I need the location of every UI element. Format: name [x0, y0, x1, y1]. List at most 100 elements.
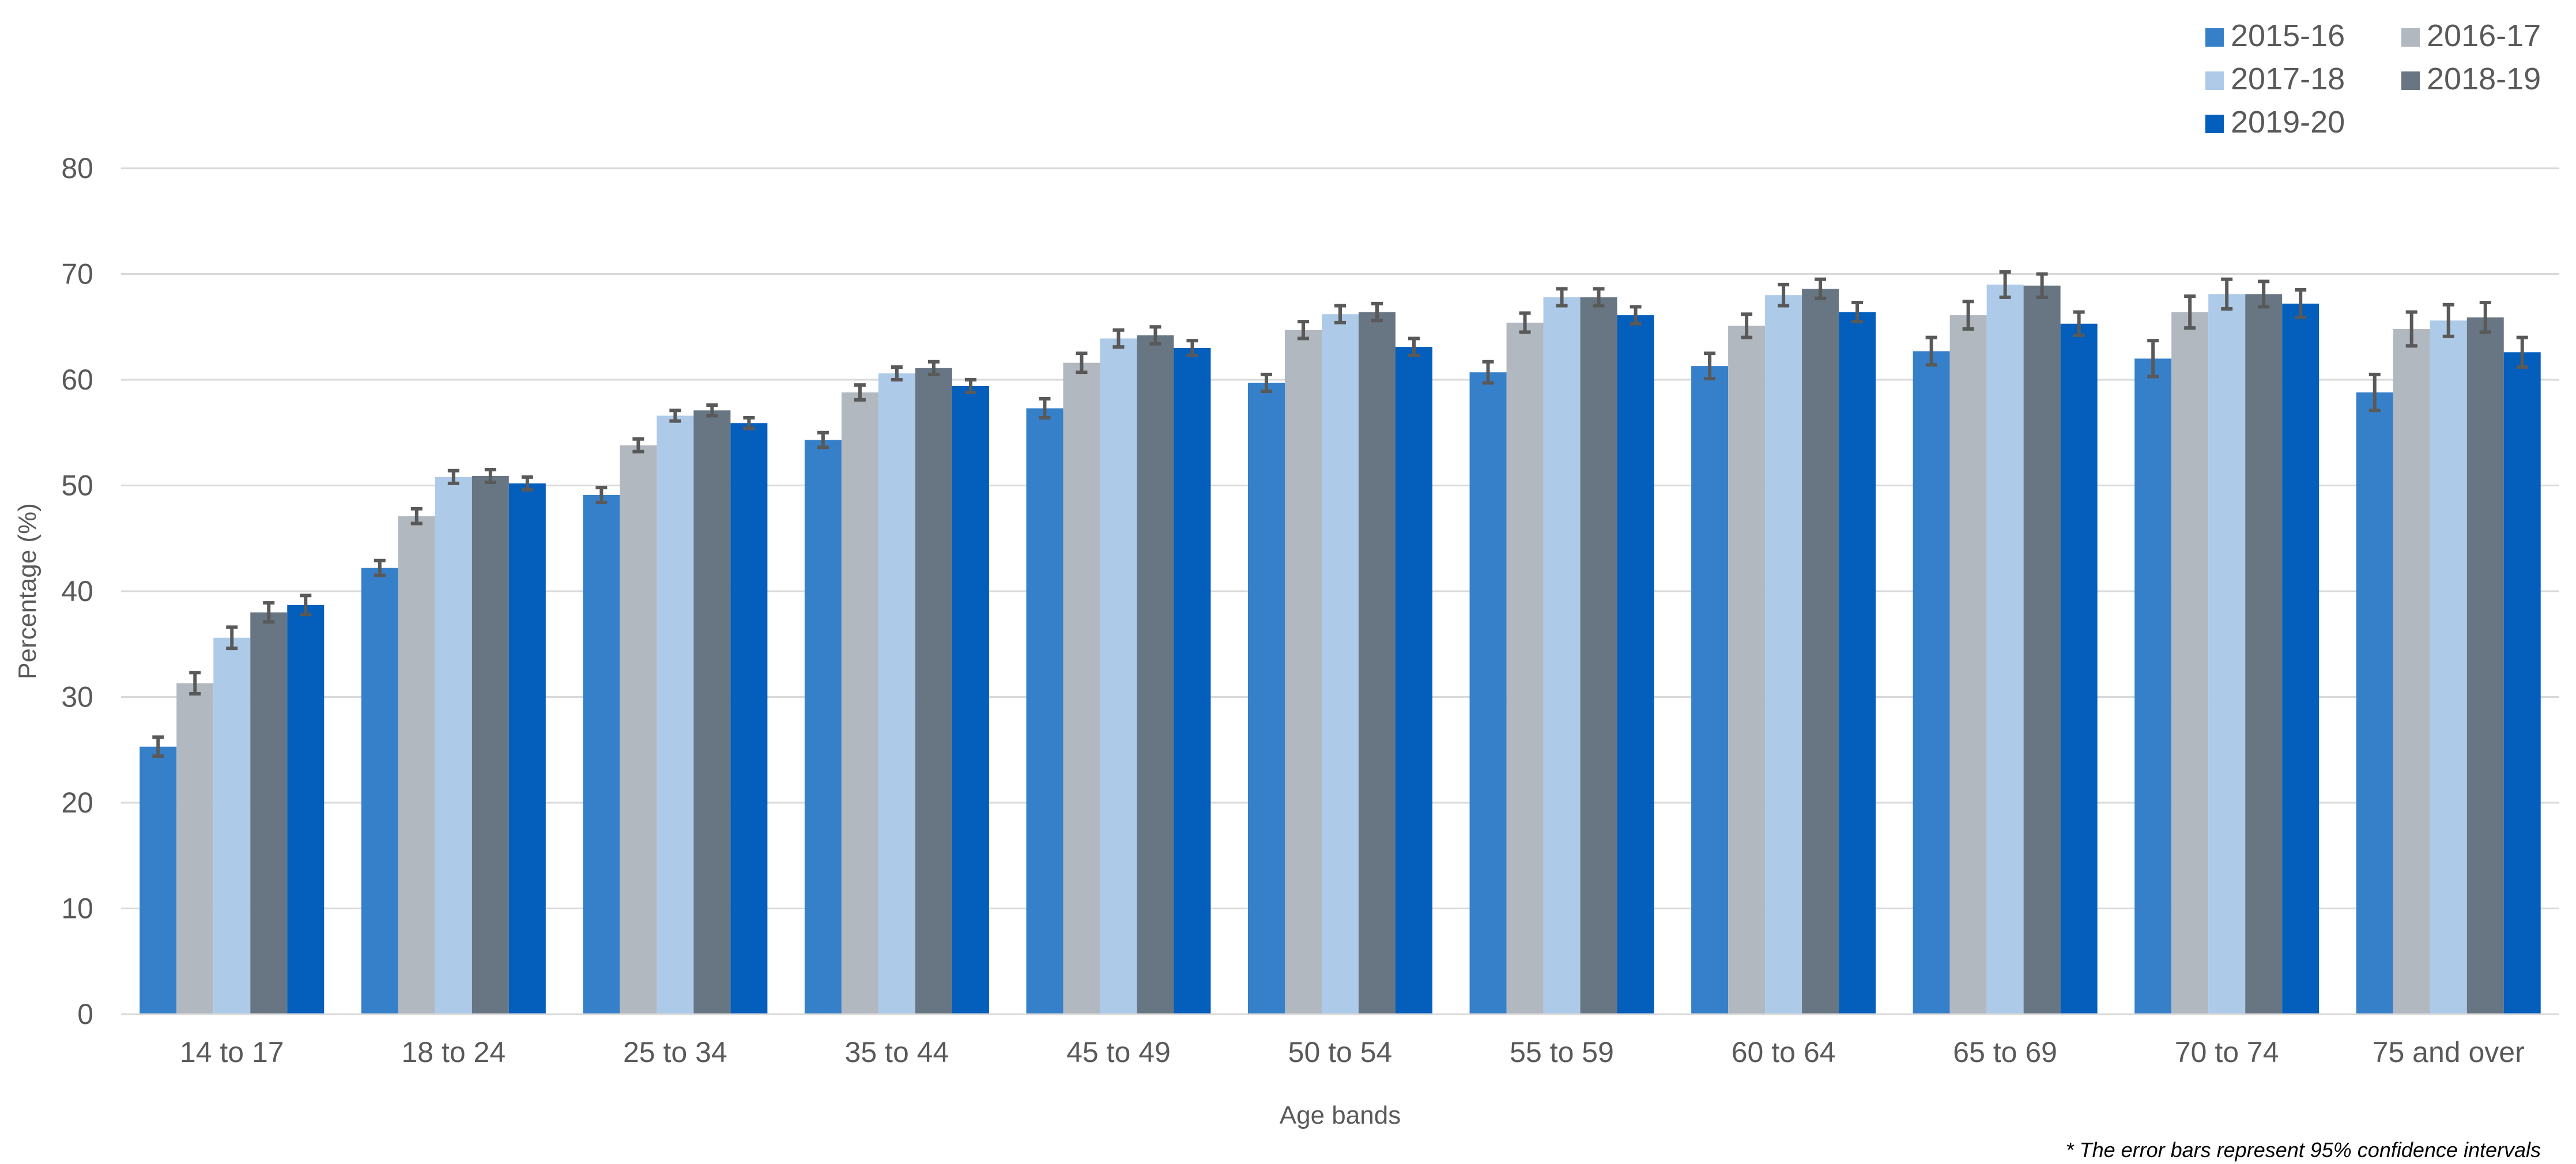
- legend-swatch: [2205, 71, 2224, 90]
- legend-swatch: [2401, 28, 2420, 47]
- error-bar: [521, 475, 533, 492]
- bar-2017-18-65-to-69: [1986, 284, 2024, 1015]
- error-bar: [2516, 335, 2528, 369]
- error-bar: [1076, 352, 1088, 375]
- legend-swatch: [2401, 71, 2420, 90]
- error-bar: [1186, 339, 1198, 357]
- bar-2015-16-35-to-44: [804, 440, 842, 1014]
- bar-2016-17-45-to-49: [1063, 362, 1100, 1014]
- bar-2015-16-45-to-49: [1026, 408, 1063, 1015]
- x-axis-title: Age bands: [1280, 1101, 1401, 1129]
- bar-2017-18-14-to-17: [213, 637, 251, 1014]
- error-bar: [263, 601, 275, 624]
- bar-2019-20-50-to-54: [1396, 347, 1432, 1014]
- bar-2015-16-75-and-over: [2356, 392, 2393, 1014]
- error-bar: [1741, 312, 1753, 339]
- error-bar: [2442, 303, 2454, 338]
- error-bar: [1519, 311, 1531, 334]
- error-bar: [2368, 372, 2381, 413]
- bar-2019-20-35-to-44: [952, 386, 989, 1014]
- error-bar: [1334, 304, 1346, 324]
- y-tick-label: 70: [61, 258, 93, 290]
- error-bar: [447, 468, 459, 485]
- bar-2018-19-60-to-64: [1802, 289, 1839, 1015]
- x-tick-label: 50 to 54: [1288, 1036, 1393, 1068]
- error-bar: [300, 594, 312, 617]
- y-tick-label: 80: [61, 152, 93, 184]
- error-bar: [2221, 277, 2233, 311]
- bar-2018-19-75-and-over: [2466, 317, 2504, 1014]
- error-bar: [1962, 300, 1974, 331]
- error-bar: [743, 416, 755, 430]
- bar-2015-16-65-to-69: [1913, 351, 1950, 1014]
- y-tick-label: 50: [61, 470, 93, 502]
- bar-2017-18-35-to-44: [878, 373, 915, 1014]
- y-tick-label: 10: [61, 893, 93, 925]
- error-bar: [1149, 325, 1161, 346]
- y-axis-ticks: 0 10 20 30 40 50 60 70 80: [61, 152, 93, 1030]
- bar-2016-17-70-to-74: [2171, 312, 2209, 1014]
- legend-label: 2019-20: [2231, 105, 2345, 139]
- error-bar: [2036, 272, 2048, 299]
- x-tick-label: 45 to 49: [1066, 1036, 1171, 1068]
- error-bar: [2258, 279, 2270, 309]
- error-bar: [1999, 270, 2011, 299]
- y-tick-label: 40: [61, 575, 93, 607]
- legend-swatch: [2205, 115, 2224, 133]
- x-tick-label: 35 to 44: [845, 1036, 949, 1068]
- legend-item-2018-19: 2018-19: [2401, 62, 2541, 96]
- bar-2016-17-14-to-17: [176, 683, 214, 1014]
- x-tick-label: 18 to 24: [401, 1036, 506, 1068]
- footnote: * The error bars represent 95% confidenc…: [2066, 1138, 2541, 1162]
- bar-2015-16-70-to-74: [2134, 358, 2172, 1014]
- bar-2019-20-18-to-24: [508, 483, 546, 1014]
- error-bars: [152, 270, 2528, 758]
- bar-2016-17-18-to-24: [398, 516, 435, 1014]
- bar-2019-20-60-to-64: [1839, 312, 1876, 1014]
- error-bar: [2295, 288, 2307, 319]
- x-tick-label: 75 and over: [2373, 1036, 2525, 1068]
- bar-2017-18-70-to-74: [2208, 294, 2246, 1014]
- bar-2017-18-45-to-49: [1100, 338, 1137, 1014]
- error-bar: [1482, 360, 1494, 385]
- bar-2017-18-25-to-34: [657, 415, 694, 1014]
- bar-2018-19-14-to-17: [250, 612, 288, 1014]
- error-bar: [1593, 287, 1605, 308]
- bar-2015-16-14-to-17: [139, 746, 177, 1014]
- error-bar: [484, 467, 496, 484]
- bar-2017-18-50-to-54: [1322, 314, 1359, 1014]
- legend-item-2019-20: 2019-20: [2205, 105, 2345, 139]
- x-tick-label: 70 to 74: [2175, 1036, 2279, 1068]
- bar-2019-20-25-to-34: [730, 423, 768, 1014]
- bar-2016-17-75-and-over: [2393, 328, 2430, 1015]
- error-bar: [706, 403, 718, 418]
- error-bar: [1112, 328, 1125, 349]
- error-bar: [669, 409, 681, 423]
- legend-label: 2015-16: [2231, 18, 2345, 53]
- error-bar: [891, 365, 903, 381]
- legend-item-2015-16: 2015-16: [2205, 18, 2345, 53]
- bar-2018-19-70-to-74: [2245, 294, 2283, 1014]
- bar-2017-18-18-to-24: [435, 477, 472, 1014]
- bars: [139, 284, 2541, 1015]
- error-bar: [964, 378, 976, 395]
- x-tick-label: 55 to 59: [1510, 1036, 1614, 1068]
- error-bar: [1704, 352, 1716, 381]
- x-tick-label: 65 to 69: [1953, 1036, 2057, 1068]
- error-bar: [2479, 301, 2491, 334]
- error-bar: [927, 360, 940, 376]
- error-bar: [854, 383, 866, 402]
- error-bar: [1925, 335, 1937, 367]
- error-bar: [374, 558, 386, 577]
- bar-2018-19-50-to-54: [1359, 312, 1396, 1014]
- y-tick-label: 30: [61, 681, 93, 713]
- bar-2016-17-55-to-59: [1506, 322, 1544, 1015]
- error-bar: [1261, 372, 1272, 394]
- bar-2019-20-55-to-59: [1617, 315, 1654, 1015]
- error-bar: [1778, 282, 1790, 308]
- bar-2016-17-50-to-54: [1285, 330, 1322, 1014]
- error-bar: [1630, 305, 1642, 326]
- error-bar: [1851, 301, 1864, 324]
